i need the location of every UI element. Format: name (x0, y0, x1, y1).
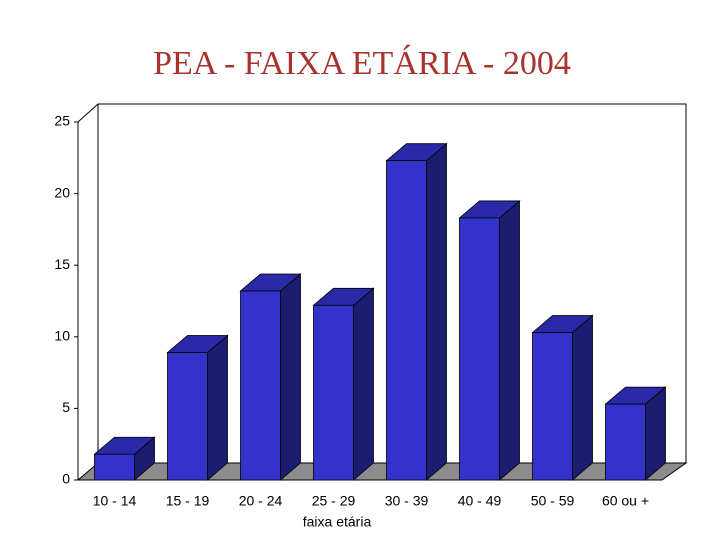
bar-front (240, 290, 281, 481)
x-axis-label: faixa etária (303, 514, 372, 530)
x-tick-label: 10 - 14 (93, 493, 137, 509)
bar-front (313, 304, 354, 481)
x-tick-label: 40 - 49 (458, 493, 502, 509)
bar-front (532, 332, 573, 481)
bar-front (386, 160, 427, 481)
x-tick-label: 60 ou + (602, 493, 649, 509)
bar (385, 142, 448, 481)
y-tick-label: 5 (62, 399, 70, 415)
x-tick-label: 50 - 59 (531, 493, 575, 509)
y-tick-label: 10 (54, 328, 70, 344)
y-tick-label: 15 (54, 256, 70, 272)
x-tick-label: 15 - 19 (166, 493, 210, 509)
x-tick-label: 30 - 39 (385, 493, 429, 509)
bar-side (499, 200, 520, 481)
bar-side (426, 142, 447, 481)
chart-title: PEA - FAIXA ETÁRIA - 2004 (153, 45, 571, 82)
x-tick-label: 25 - 29 (312, 493, 356, 509)
y-tick-label: 0 (62, 471, 70, 487)
bar-front (459, 217, 500, 481)
bar (458, 200, 521, 481)
y-tick-label: 25 (54, 113, 70, 129)
bar (239, 273, 302, 481)
bar-side (207, 334, 228, 481)
bar-front (94, 453, 135, 481)
bar-front (167, 352, 208, 481)
wall-edge (77, 103, 99, 123)
bar (312, 287, 375, 481)
bar-side (280, 273, 301, 481)
bar-side (572, 314, 593, 481)
bar-side (353, 287, 374, 481)
bar (166, 334, 229, 481)
bar (531, 314, 594, 481)
bar (93, 436, 156, 481)
y-tick-label: 20 (54, 184, 70, 200)
bar-front (605, 403, 646, 481)
bar (604, 386, 667, 481)
x-tick-label: 20 - 24 (239, 493, 283, 509)
